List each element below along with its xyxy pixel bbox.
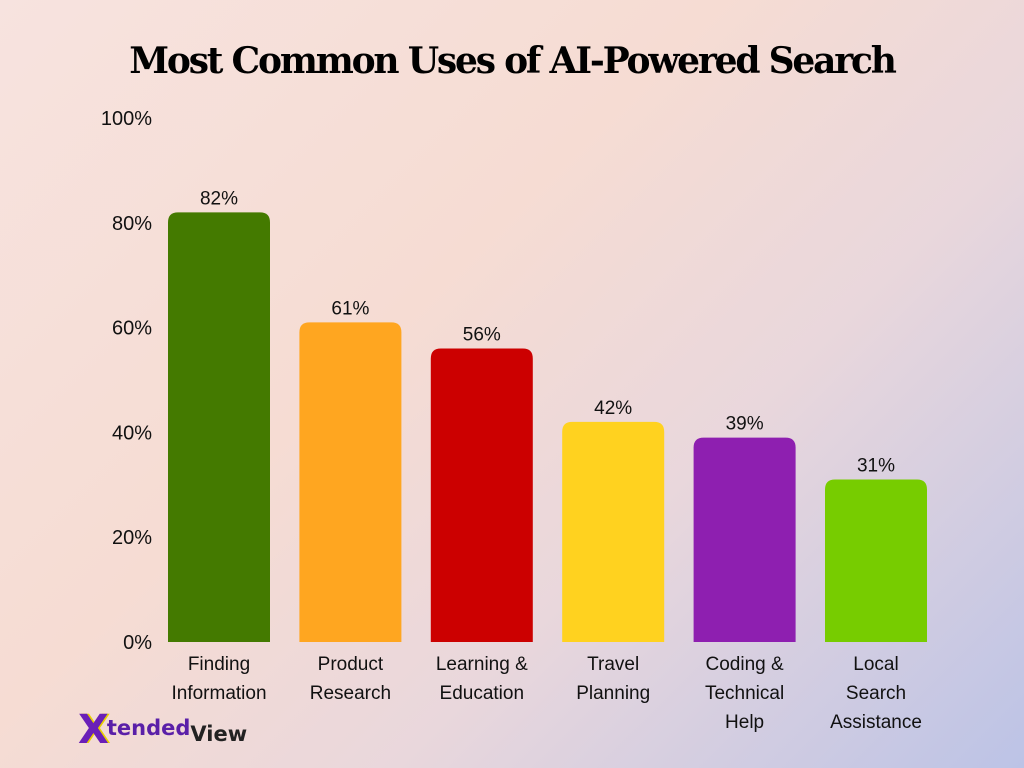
bar [562,421,665,642]
category-label: Local [853,654,898,675]
bars [168,212,927,642]
bar [825,479,927,642]
xtendedview-logo: X tended View [78,707,248,753]
value-label: 82% [200,188,238,209]
y-tick-label: 40% [112,422,152,444]
category-label: Education [440,683,525,704]
category-label: Technical [705,683,784,704]
category-label: Learning & [436,654,528,675]
value-label: 42% [594,398,632,419]
value-label: 39% [726,414,764,435]
logo-mark: X [78,707,109,753]
value-labels: 82% 61% 56% 42% 39% 31% [200,188,895,476]
value-label: 56% [463,325,501,346]
category-label: Finding [188,654,250,675]
value-label: 61% [331,298,369,319]
category-label: Product [318,654,384,675]
category-label: Coding & [706,654,784,675]
bar [430,348,533,642]
y-tick-label: 60% [112,318,152,340]
y-tick-label: 100% [101,108,152,130]
logo-text-primary: tended [106,716,191,740]
category-label: Information [171,683,266,704]
category-label: Assistance [830,712,922,733]
bar [299,322,402,642]
chart-title: Most Common Uses of AI-Powered Search [129,40,897,82]
bar [693,437,796,642]
category-label: Planning [576,683,650,704]
y-tick-label: 20% [112,527,152,549]
y-axis: 0% 20% 40% 60% 80% 100% [101,108,152,654]
category-label: Research [310,683,391,704]
y-tick-label: 0% [123,632,152,654]
y-tick-label: 80% [112,213,152,235]
logo-text-secondary: View [190,722,248,746]
value-label: 31% [857,456,895,477]
category-label: Search [846,683,906,704]
category-label: Travel [587,654,639,675]
category-label: Help [725,712,764,733]
x-axis: Finding Information Product Research Learnin… [171,654,921,733]
bar [168,212,270,642]
